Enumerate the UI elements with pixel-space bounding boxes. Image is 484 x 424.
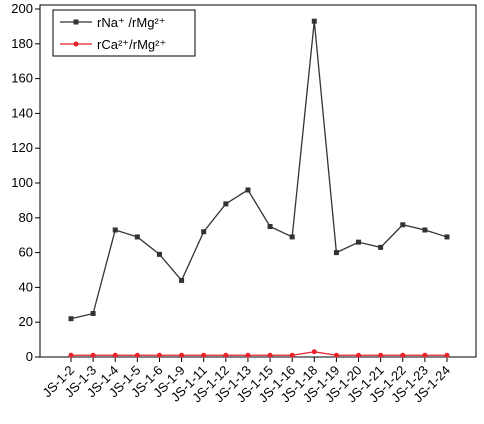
marker [156, 352, 162, 358]
marker [112, 227, 118, 233]
marker [333, 352, 339, 358]
marker [444, 352, 450, 358]
marker [73, 19, 79, 25]
marker [179, 352, 185, 358]
marker [179, 277, 185, 283]
marker [289, 352, 295, 358]
marker [356, 239, 362, 245]
marker [134, 352, 140, 358]
legend-label: rCa²⁺/rMg²⁺ [97, 37, 166, 52]
y-tick-label: 140 [11, 105, 33, 120]
marker [90, 352, 96, 358]
marker [156, 251, 162, 257]
marker [333, 250, 339, 256]
y-tick-label: 160 [11, 71, 33, 86]
marker [201, 229, 207, 235]
plot-frame [39, 4, 477, 358]
marker [68, 316, 74, 322]
marker [400, 222, 406, 228]
marker [223, 352, 229, 358]
marker [444, 234, 450, 240]
marker [201, 352, 207, 358]
marker [90, 311, 96, 316]
legend-box [52, 9, 196, 57]
marker [378, 244, 384, 250]
y-tick-label: 40 [19, 279, 33, 294]
marker [223, 201, 229, 207]
y-tick-label: 60 [19, 245, 33, 260]
marker [311, 18, 317, 24]
marker [267, 224, 273, 229]
marker [245, 187, 251, 193]
marker [400, 352, 406, 358]
series-line [70, 21, 448, 320]
y-tick-label: 100 [11, 175, 33, 190]
y-tick-label: 0 [26, 349, 33, 364]
y-tick-label: 180 [11, 36, 33, 51]
marker [134, 234, 140, 240]
marker [245, 352, 251, 358]
y-tick-label: 120 [11, 140, 33, 155]
marker [289, 234, 295, 240]
marker [68, 352, 74, 358]
marker [267, 352, 273, 358]
marker [422, 227, 428, 233]
marker [112, 352, 118, 358]
marker [422, 352, 428, 358]
y-tick-label: 80 [19, 210, 33, 225]
y-tick-label: 20 [19, 314, 33, 329]
marker [311, 349, 317, 355]
y-tick-label: 200 [11, 1, 33, 16]
legend-label: rNa⁺ /rMg²⁺ [97, 15, 166, 30]
series-line [71, 351, 447, 356]
marker [378, 352, 384, 358]
marker [73, 41, 79, 47]
marker [356, 352, 362, 358]
